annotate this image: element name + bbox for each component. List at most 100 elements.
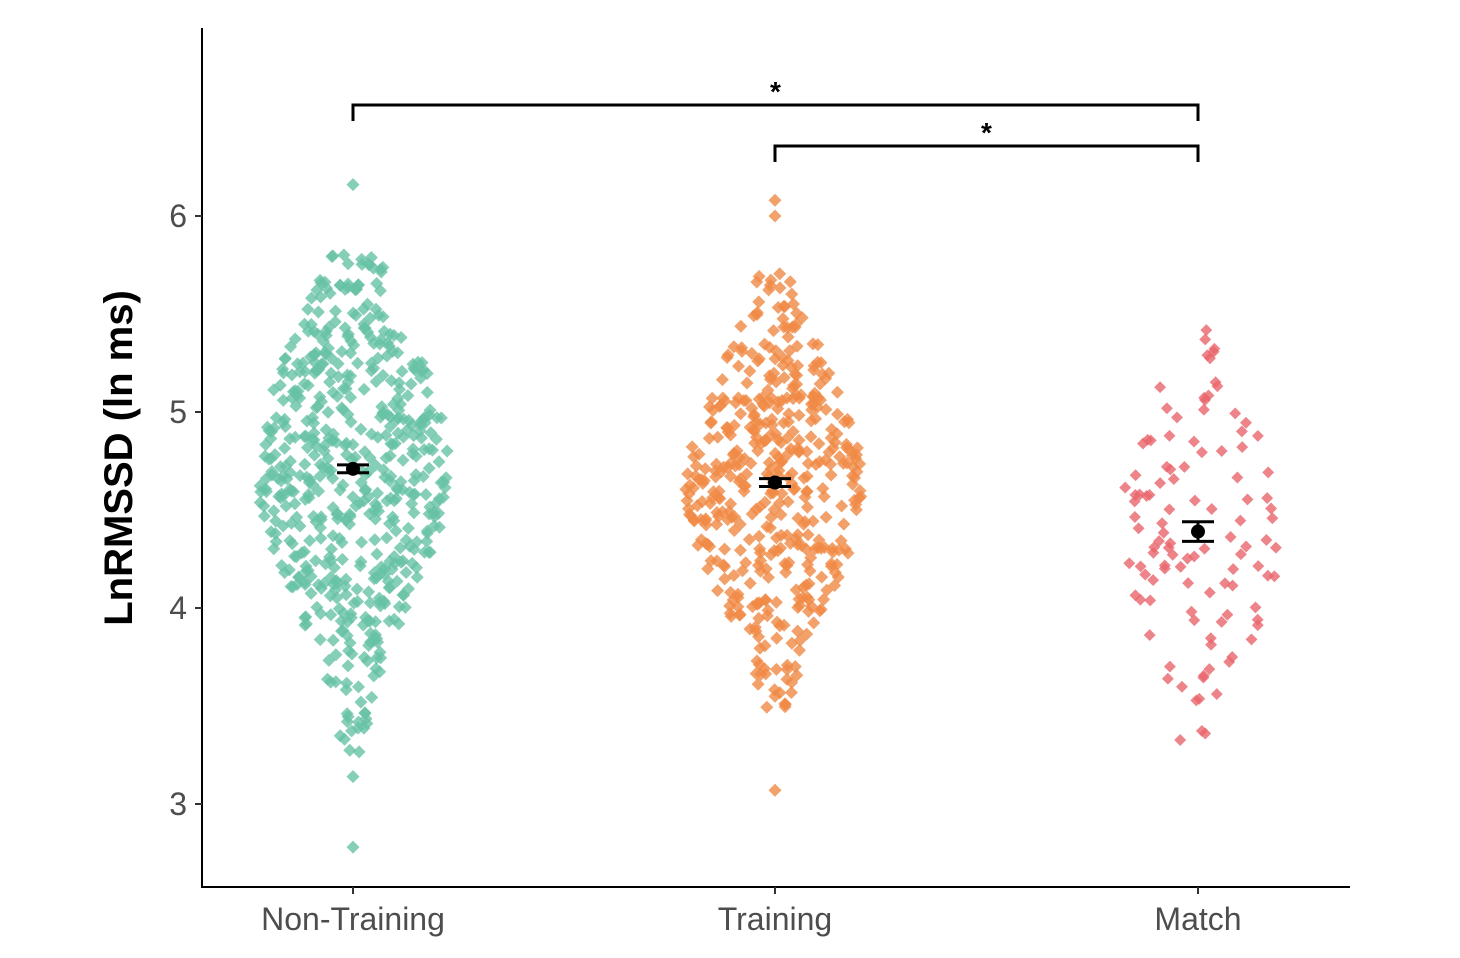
data-point — [743, 364, 757, 378]
data-point — [432, 455, 446, 469]
data-point — [840, 456, 854, 470]
data-point — [370, 486, 385, 500]
data-point — [770, 631, 784, 645]
data-point — [324, 608, 338, 622]
data-point — [768, 446, 782, 460]
data-point — [749, 624, 763, 638]
data-point — [833, 450, 847, 464]
data-point — [304, 569, 318, 583]
data-point — [798, 490, 812, 504]
data-point — [407, 506, 421, 520]
data-point — [316, 460, 330, 474]
data-point — [772, 496, 787, 510]
data-point — [780, 431, 795, 445]
data-point — [1226, 651, 1239, 663]
data-point — [440, 444, 454, 458]
data-point — [1154, 381, 1167, 394]
data-point — [424, 426, 438, 440]
data-point — [1197, 403, 1210, 416]
data-point — [299, 617, 313, 631]
data-point — [439, 471, 453, 485]
data-point — [1128, 511, 1141, 523]
data-point — [808, 386, 822, 400]
data-point — [819, 402, 833, 417]
data-point — [782, 555, 796, 570]
data-point — [711, 584, 725, 598]
data-point — [313, 521, 327, 535]
data-point — [1226, 579, 1239, 592]
data-point — [804, 430, 818, 444]
x-tick-label: Training — [718, 901, 832, 937]
data-point — [1205, 503, 1218, 515]
data-point — [324, 366, 338, 380]
data-point — [769, 531, 784, 545]
data-point — [804, 414, 818, 428]
data-point — [304, 586, 318, 600]
y-tick-label: 3 — [169, 786, 187, 822]
data-point — [265, 468, 279, 482]
data-point — [788, 367, 802, 381]
data-point — [1154, 477, 1167, 490]
data-point — [814, 356, 828, 370]
data-point — [364, 250, 378, 265]
data-point — [335, 345, 349, 359]
data-point — [311, 305, 325, 319]
data-point — [303, 534, 317, 548]
data-point — [326, 385, 340, 400]
data-point — [357, 494, 371, 508]
data-point — [740, 376, 754, 390]
data-points — [253, 178, 1282, 854]
data-point — [1203, 663, 1216, 676]
data-point — [787, 378, 801, 393]
data-point — [752, 529, 766, 543]
data-point — [276, 393, 290, 407]
data-point — [336, 382, 351, 396]
data-point — [278, 441, 292, 455]
data-point — [322, 320, 336, 334]
data-point — [351, 356, 365, 370]
data-point — [753, 554, 768, 568]
data-point — [792, 433, 806, 447]
data-point — [335, 401, 349, 415]
data-point — [815, 367, 829, 381]
data-point — [1174, 734, 1187, 746]
data-point — [776, 312, 790, 326]
data-point — [368, 615, 383, 629]
data-point — [761, 570, 775, 584]
data-point — [792, 445, 806, 459]
data-point — [363, 626, 378, 640]
data-point — [323, 286, 337, 300]
data-point — [374, 262, 388, 276]
data-point — [740, 467, 754, 481]
data-point — [1234, 514, 1247, 527]
data-point — [683, 478, 697, 492]
data-point — [382, 517, 397, 531]
data-point — [326, 433, 340, 447]
data-point — [798, 515, 812, 529]
data-point — [399, 565, 413, 580]
data-point — [731, 591, 745, 605]
data-point — [794, 388, 808, 402]
data-point — [731, 359, 746, 373]
data-point — [714, 398, 728, 412]
data-point — [343, 636, 357, 650]
data-point — [724, 497, 738, 511]
data-point — [257, 509, 271, 523]
data-point — [346, 178, 360, 192]
data-point — [1163, 660, 1176, 673]
data-point — [721, 460, 735, 474]
data-point — [333, 278, 347, 292]
data-point — [340, 368, 354, 382]
data-point — [314, 581, 328, 595]
data-point — [835, 499, 849, 513]
data-point — [742, 532, 756, 547]
data-point — [370, 547, 384, 561]
data-point — [383, 419, 397, 433]
data-point — [326, 633, 340, 647]
data-point — [799, 578, 813, 592]
data-point — [721, 513, 735, 527]
data-point — [764, 510, 778, 524]
data-point — [314, 606, 328, 621]
data-point — [340, 707, 354, 721]
data-point — [685, 440, 699, 454]
